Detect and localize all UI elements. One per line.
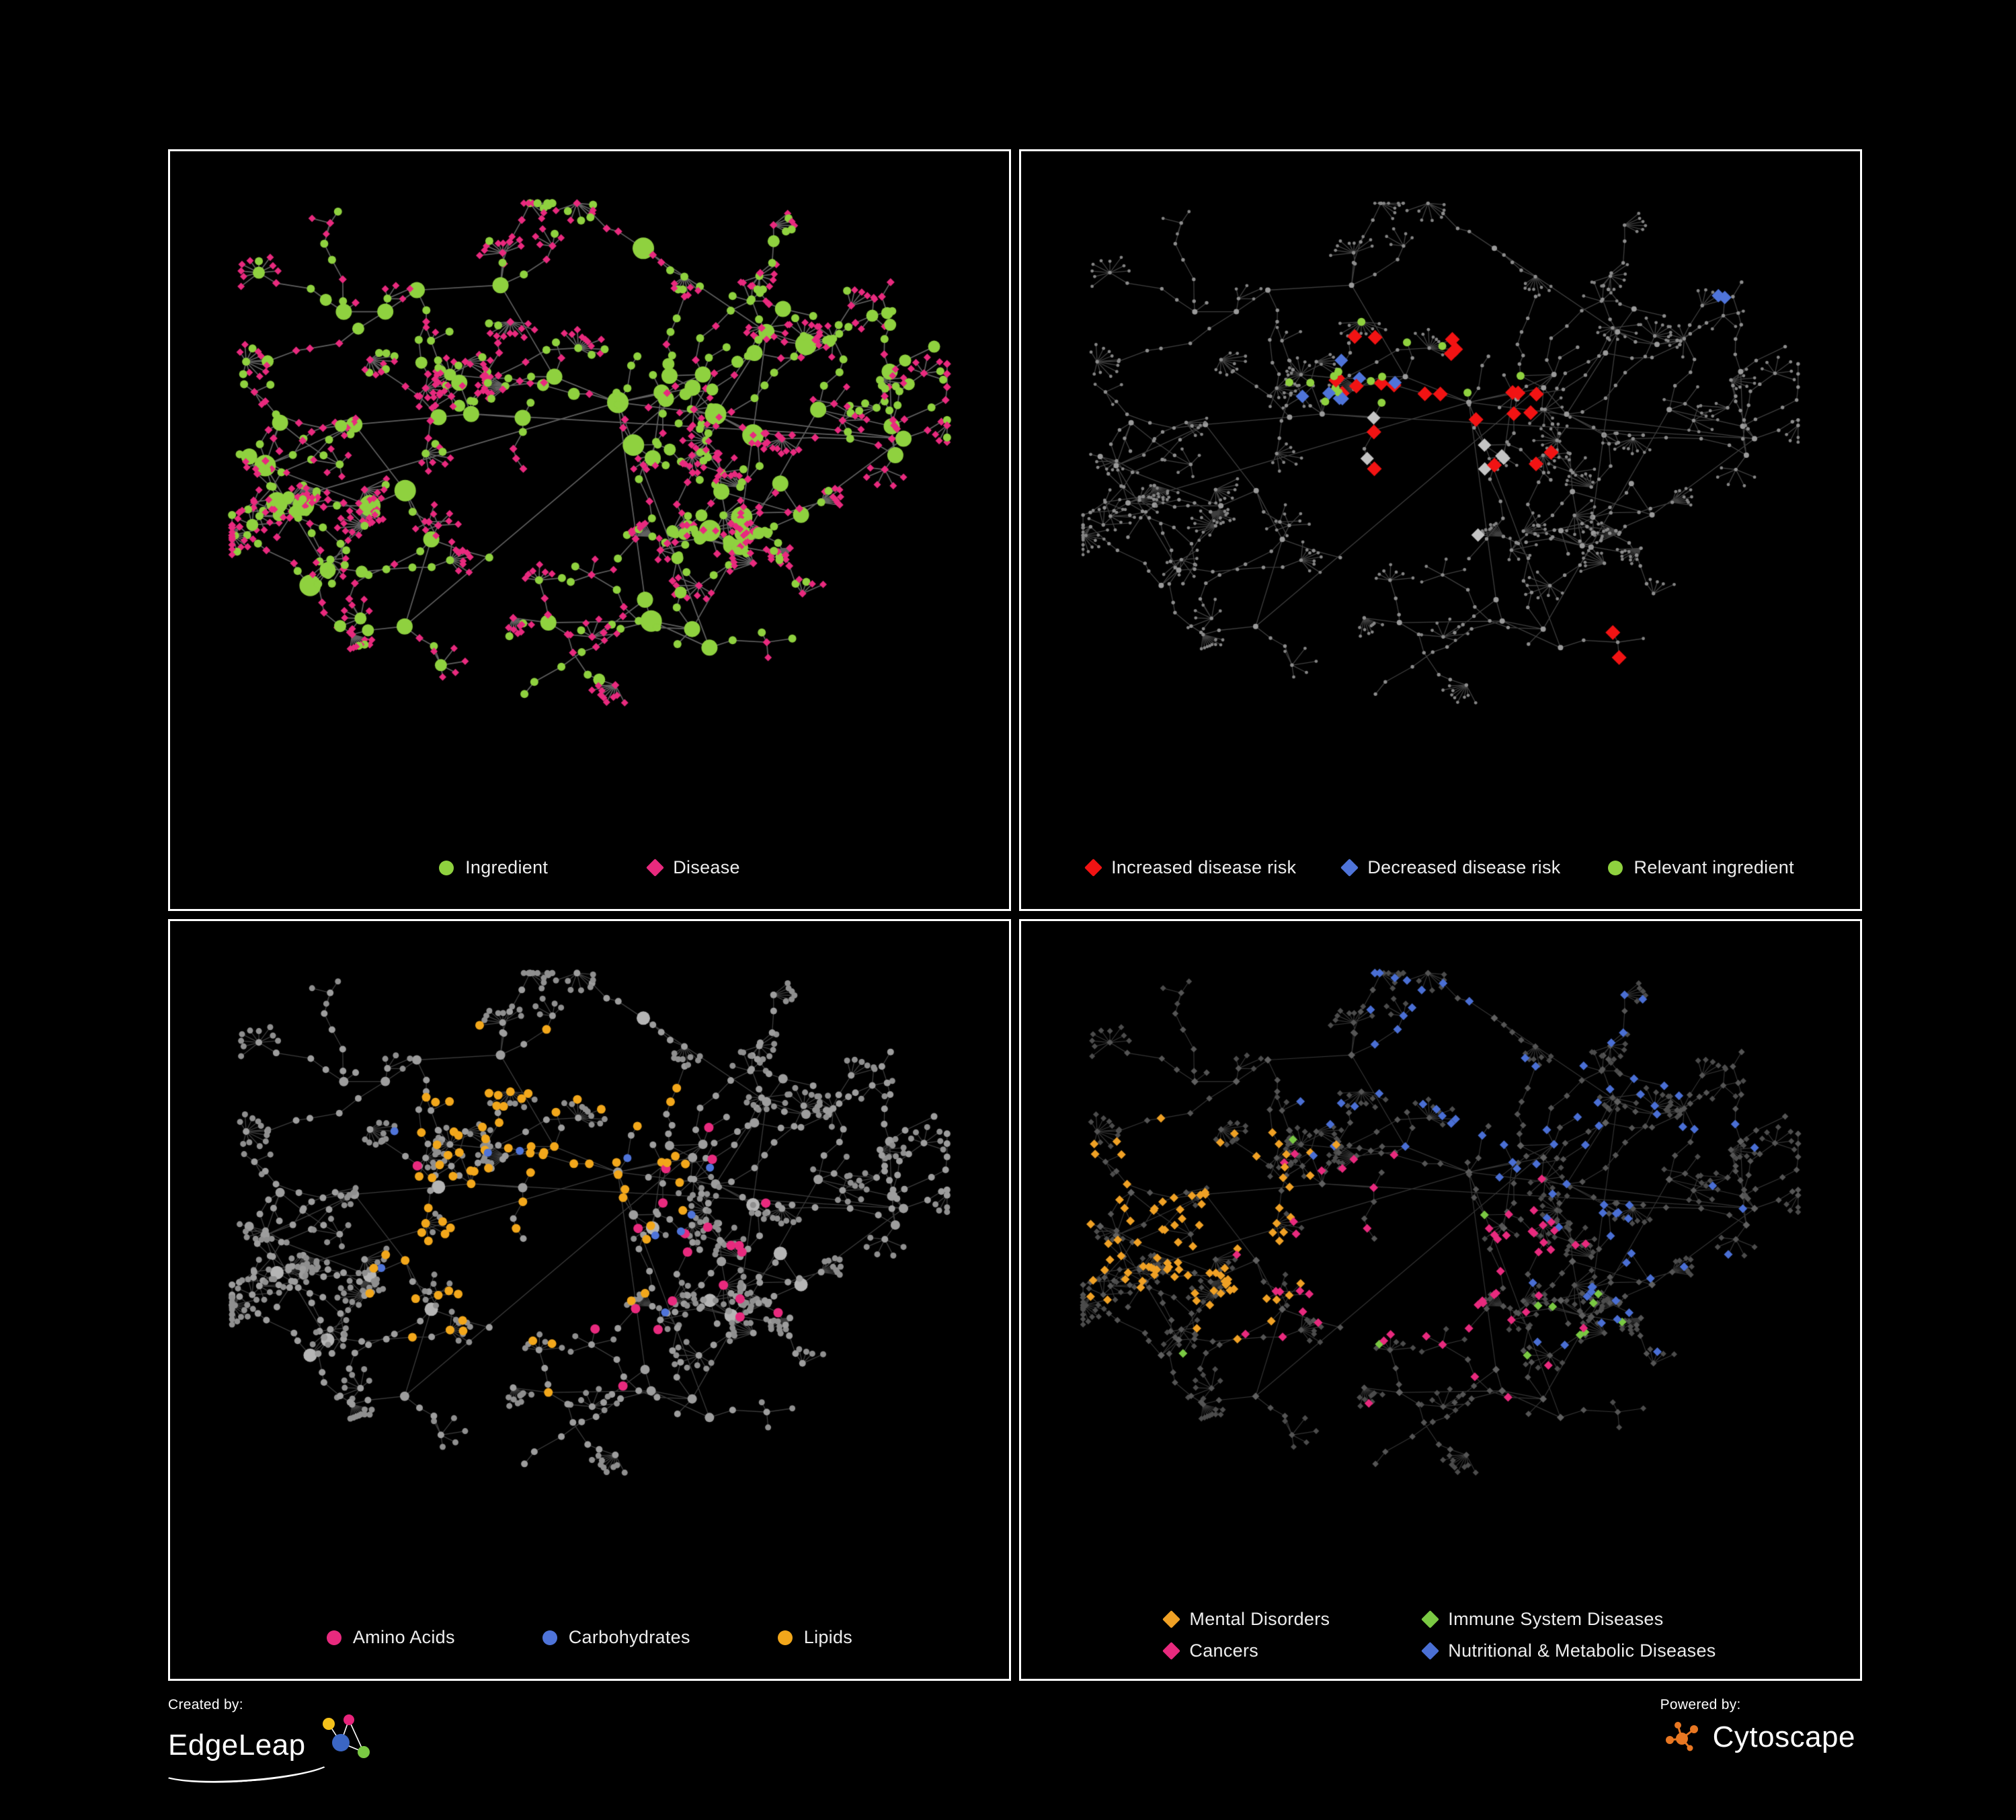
panel-macronutrient-network: Amino Acids Carbohydrates Lipids <box>168 919 1011 1681</box>
legend-item: Immune System Diseases <box>1421 1609 1664 1630</box>
legend-label: Carbohydrates <box>568 1627 690 1647</box>
legend-item: Lipids <box>777 1627 853 1648</box>
legend-label: Relevant ingredient <box>1634 857 1794 877</box>
circle-swatch <box>777 1630 793 1645</box>
panel-ingredient-disease-network: Ingredient Disease <box>168 149 1011 911</box>
legend-item: Decreased disease risk <box>1340 857 1561 878</box>
edgeleap-logo-text: EdgeLeap <box>168 1729 306 1762</box>
legend-label: Nutritional & Metabolic Diseases <box>1448 1640 1716 1661</box>
cytoscape-logo-icon <box>1665 1722 1698 1751</box>
legend-label: Disease <box>673 857 740 877</box>
legend-label: Amino Acids <box>352 1627 455 1647</box>
legend-item: Increased disease risk <box>1084 857 1297 878</box>
panel-disease-risk-network: Increased disease risk Decreased disease … <box>1019 149 1862 911</box>
network-canvas <box>1021 921 1860 1679</box>
legend-label: Immune System Diseases <box>1448 1609 1664 1629</box>
diamond-swatch <box>1162 1642 1181 1660</box>
diamond-swatch <box>646 859 665 877</box>
network-canvas <box>170 921 1009 1679</box>
circle-swatch <box>439 860 454 875</box>
edgeleap-logo-icon <box>322 1714 370 1758</box>
legend-label: Ingredient <box>465 857 549 877</box>
cytoscape-credit: Powered by: Cytoscape <box>1660 1697 1855 1756</box>
circle-swatch <box>1607 860 1623 875</box>
edgeleap-credit: Created by: EdgeLeap <box>157 1697 391 1788</box>
panel-disease-category-network: Mental Disorders Immune System Diseases Ca… <box>1019 919 1862 1681</box>
circle-swatch <box>542 1630 557 1645</box>
diamond-swatch <box>1084 859 1103 877</box>
legend-item: Nutritional & Metabolic Diseases <box>1421 1640 1716 1661</box>
legend-label: Increased disease risk <box>1111 857 1297 877</box>
network-canvas <box>1021 151 1860 909</box>
legend: Amino Acids Carbohydrates Lipids <box>170 1627 1009 1648</box>
legend-label: Cancers <box>1189 1640 1259 1661</box>
legend-label: Decreased disease risk <box>1367 857 1561 877</box>
figure-grid: Ingredient Disease Increased disease risk… <box>168 149 1862 1681</box>
powered-by-label: Powered by: <box>1660 1697 1741 1712</box>
legend-item: Cancers <box>1162 1640 1259 1661</box>
legend-item: Relevant ingredient <box>1607 857 1794 878</box>
legend: Ingredient Disease <box>170 857 1009 878</box>
footer: Created by: EdgeLeap Powered by: <box>157 1697 1855 1788</box>
diamond-swatch <box>1421 1610 1440 1628</box>
circle-swatch <box>326 1630 341 1645</box>
network-canvas <box>170 151 1009 909</box>
legend-item: Disease <box>646 857 740 878</box>
legend-label: Lipids <box>803 1627 853 1647</box>
legend: Mental Disorders Immune System Diseases Ca… <box>1021 1609 1860 1661</box>
legend-label: Mental Disorders <box>1189 1609 1330 1629</box>
legend-item: Ingredient <box>439 857 548 878</box>
diamond-swatch <box>1340 859 1359 877</box>
diamond-swatch <box>1162 1610 1181 1628</box>
legend: Increased disease risk Decreased disease … <box>1021 857 1860 878</box>
legend-item: Mental Disorders <box>1162 1609 1330 1630</box>
legend-item: Amino Acids <box>326 1627 455 1648</box>
cytoscape-logo-text: Cytoscape <box>1712 1720 1855 1753</box>
diamond-swatch <box>1421 1642 1440 1660</box>
legend-item: Carbohydrates <box>542 1627 690 1648</box>
created-by-label: Created by: <box>168 1697 243 1712</box>
